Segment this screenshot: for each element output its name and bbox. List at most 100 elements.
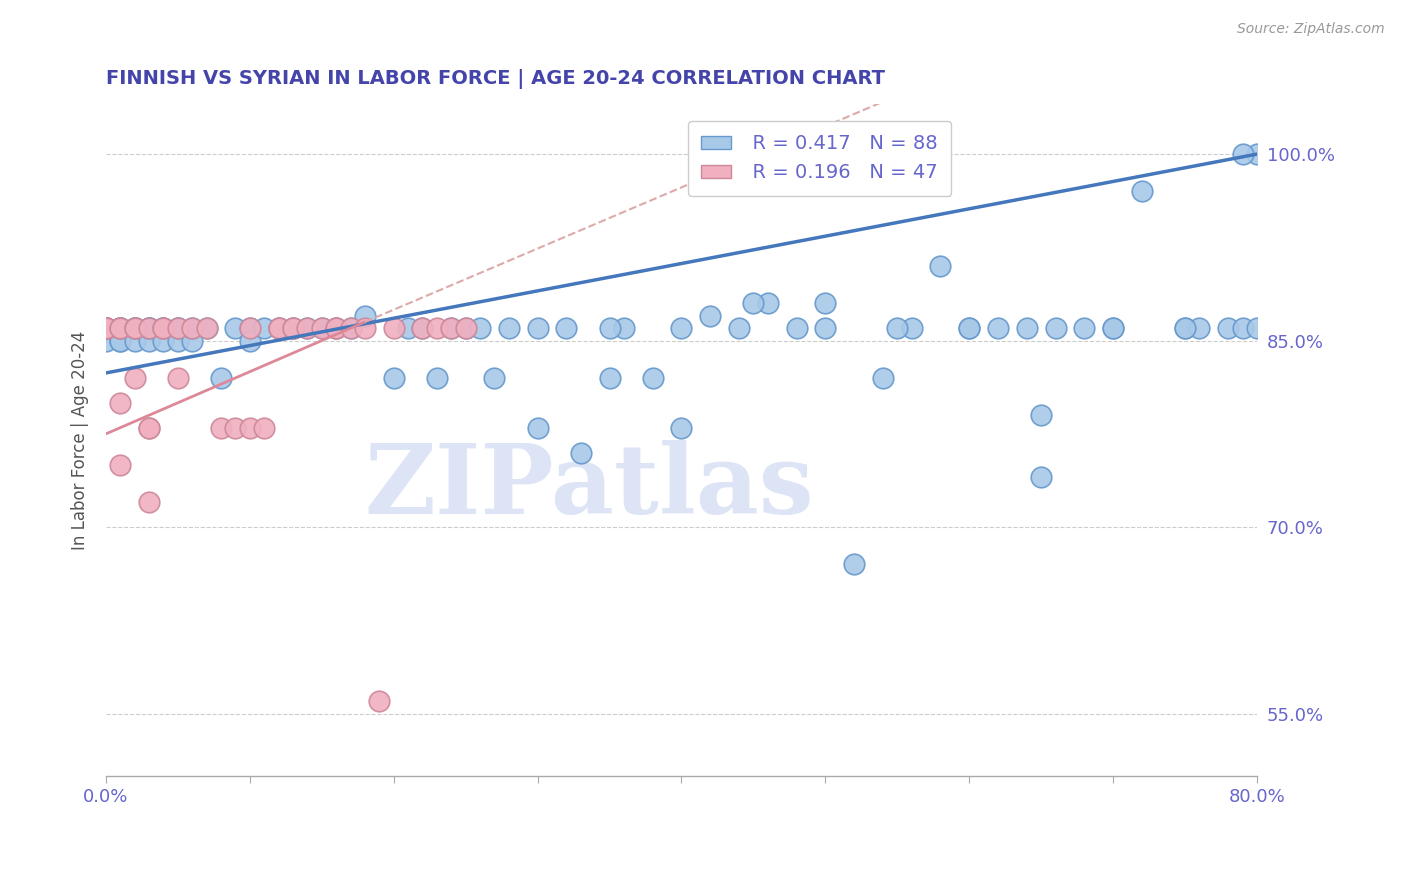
Point — [94, 321, 117, 335]
Point — [728, 321, 751, 335]
Point — [671, 420, 693, 434]
Point — [124, 334, 146, 348]
Point — [454, 321, 477, 335]
Point — [94, 321, 117, 335]
Point — [110, 321, 132, 335]
Point — [311, 321, 333, 335]
Point — [138, 420, 160, 434]
Point — [297, 321, 319, 335]
Point — [166, 371, 188, 385]
Point — [1073, 321, 1095, 335]
Point — [94, 321, 117, 335]
Point — [94, 334, 117, 348]
Point — [1246, 147, 1268, 161]
Point — [569, 445, 592, 459]
Point — [526, 420, 548, 434]
Point — [94, 321, 117, 335]
Point — [1031, 408, 1053, 422]
Point — [110, 321, 132, 335]
Point — [138, 420, 160, 434]
Point — [613, 321, 636, 335]
Point — [281, 321, 304, 335]
Point — [382, 371, 405, 385]
Point — [267, 321, 290, 335]
Point — [239, 321, 262, 335]
Point — [124, 371, 146, 385]
Point — [842, 558, 865, 572]
Point — [124, 321, 146, 335]
Point — [138, 321, 160, 335]
Point — [94, 321, 117, 335]
Point — [297, 321, 319, 335]
Point — [1102, 321, 1125, 335]
Point — [110, 321, 132, 335]
Point — [957, 321, 980, 335]
Point — [325, 321, 347, 335]
Point — [209, 371, 232, 385]
Point — [110, 321, 132, 335]
Point — [382, 321, 405, 335]
Point — [742, 296, 765, 310]
Point — [94, 321, 117, 335]
Point — [152, 321, 174, 335]
Point — [195, 321, 218, 335]
Point — [786, 321, 808, 335]
Point — [166, 321, 188, 335]
Point — [339, 321, 361, 335]
Point — [872, 371, 894, 385]
Point — [1218, 321, 1240, 335]
Point — [253, 420, 276, 434]
Point — [110, 334, 132, 348]
Point — [94, 321, 117, 335]
Point — [426, 371, 449, 385]
Point — [281, 321, 304, 335]
Point — [94, 321, 117, 335]
Point — [281, 321, 304, 335]
Point — [468, 321, 491, 335]
Point — [94, 321, 117, 335]
Point — [94, 321, 117, 335]
Point — [699, 309, 721, 323]
Point — [224, 321, 246, 335]
Point — [94, 321, 117, 335]
Point — [411, 321, 433, 335]
Point — [814, 296, 837, 310]
Point — [138, 321, 160, 335]
Point — [900, 321, 922, 335]
Point — [440, 321, 463, 335]
Point — [152, 334, 174, 348]
Y-axis label: In Labor Force | Age 20-24: In Labor Force | Age 20-24 — [72, 330, 89, 549]
Point — [110, 458, 132, 472]
Point — [756, 296, 779, 310]
Point — [339, 321, 361, 335]
Point — [396, 321, 419, 335]
Point — [124, 321, 146, 335]
Point — [454, 321, 477, 335]
Point — [354, 309, 377, 323]
Point — [138, 495, 160, 509]
Point — [138, 321, 160, 335]
Point — [671, 321, 693, 335]
Point — [1232, 147, 1254, 161]
Point — [325, 321, 347, 335]
Point — [209, 420, 232, 434]
Point — [354, 321, 377, 335]
Point — [987, 321, 1010, 335]
Point — [110, 321, 132, 335]
Point — [426, 321, 449, 335]
Text: FINNISH VS SYRIAN IN LABOR FORCE | AGE 20-24 CORRELATION CHART: FINNISH VS SYRIAN IN LABOR FORCE | AGE 2… — [105, 69, 884, 88]
Point — [599, 321, 621, 335]
Point — [253, 321, 276, 335]
Point — [124, 321, 146, 335]
Point — [181, 321, 204, 335]
Text: Source: ZipAtlas.com: Source: ZipAtlas.com — [1237, 22, 1385, 37]
Point — [239, 420, 262, 434]
Point — [239, 321, 262, 335]
Point — [311, 321, 333, 335]
Point — [929, 259, 952, 273]
Point — [325, 321, 347, 335]
Legend:   R = 0.417   N = 88,   R = 0.196   N = 47: R = 0.417 N = 88, R = 0.196 N = 47 — [688, 120, 952, 195]
Point — [152, 321, 174, 335]
Point — [224, 420, 246, 434]
Point — [239, 334, 262, 348]
